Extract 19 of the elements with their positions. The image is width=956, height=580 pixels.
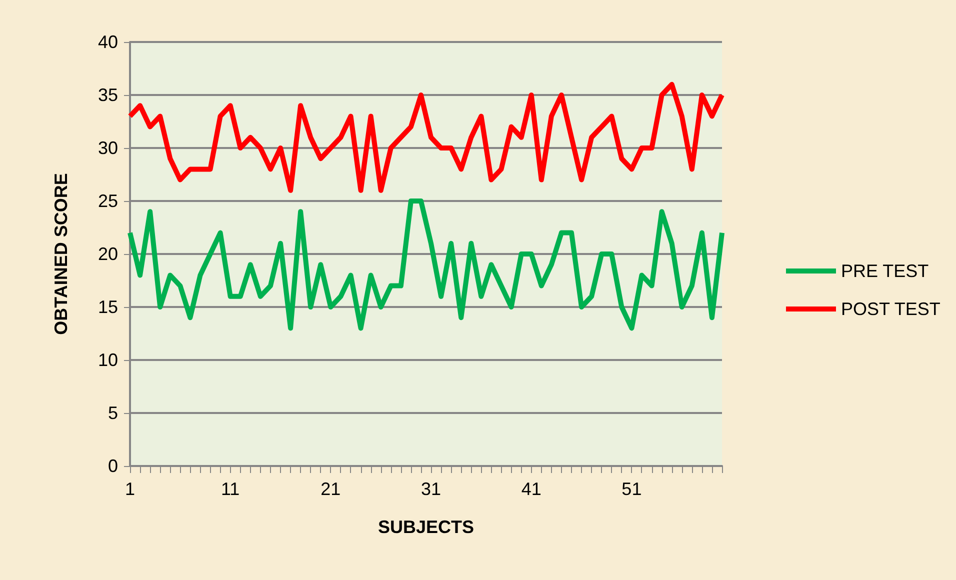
x-tick-label: 1 — [124, 479, 136, 499]
y-tick-label: 20 — [98, 244, 118, 264]
y-tick-label: 35 — [98, 85, 118, 105]
legend-label: PRE TEST — [840, 261, 929, 281]
y-tick-label: 30 — [98, 138, 118, 158]
x-tick-label: 21 — [320, 479, 341, 499]
y-tick-label: 15 — [98, 297, 118, 317]
y-axis-title: OBTAINED SCORE — [51, 173, 71, 335]
x-tick-label: 51 — [622, 479, 642, 499]
y-tick-label: 5 — [108, 403, 118, 423]
y-tick-label: 25 — [98, 191, 118, 211]
x-axis-title: SUBJECTS — [378, 517, 474, 537]
y-tick-label: 10 — [98, 350, 118, 370]
legend-label: POST TEST — [840, 299, 940, 319]
y-tick-label: 40 — [98, 32, 118, 52]
y-tick-label: 0 — [108, 456, 118, 476]
x-tick-label: 11 — [220, 479, 240, 499]
x-tick-label: 31 — [421, 479, 442, 499]
x-tick-label: 41 — [521, 479, 542, 499]
